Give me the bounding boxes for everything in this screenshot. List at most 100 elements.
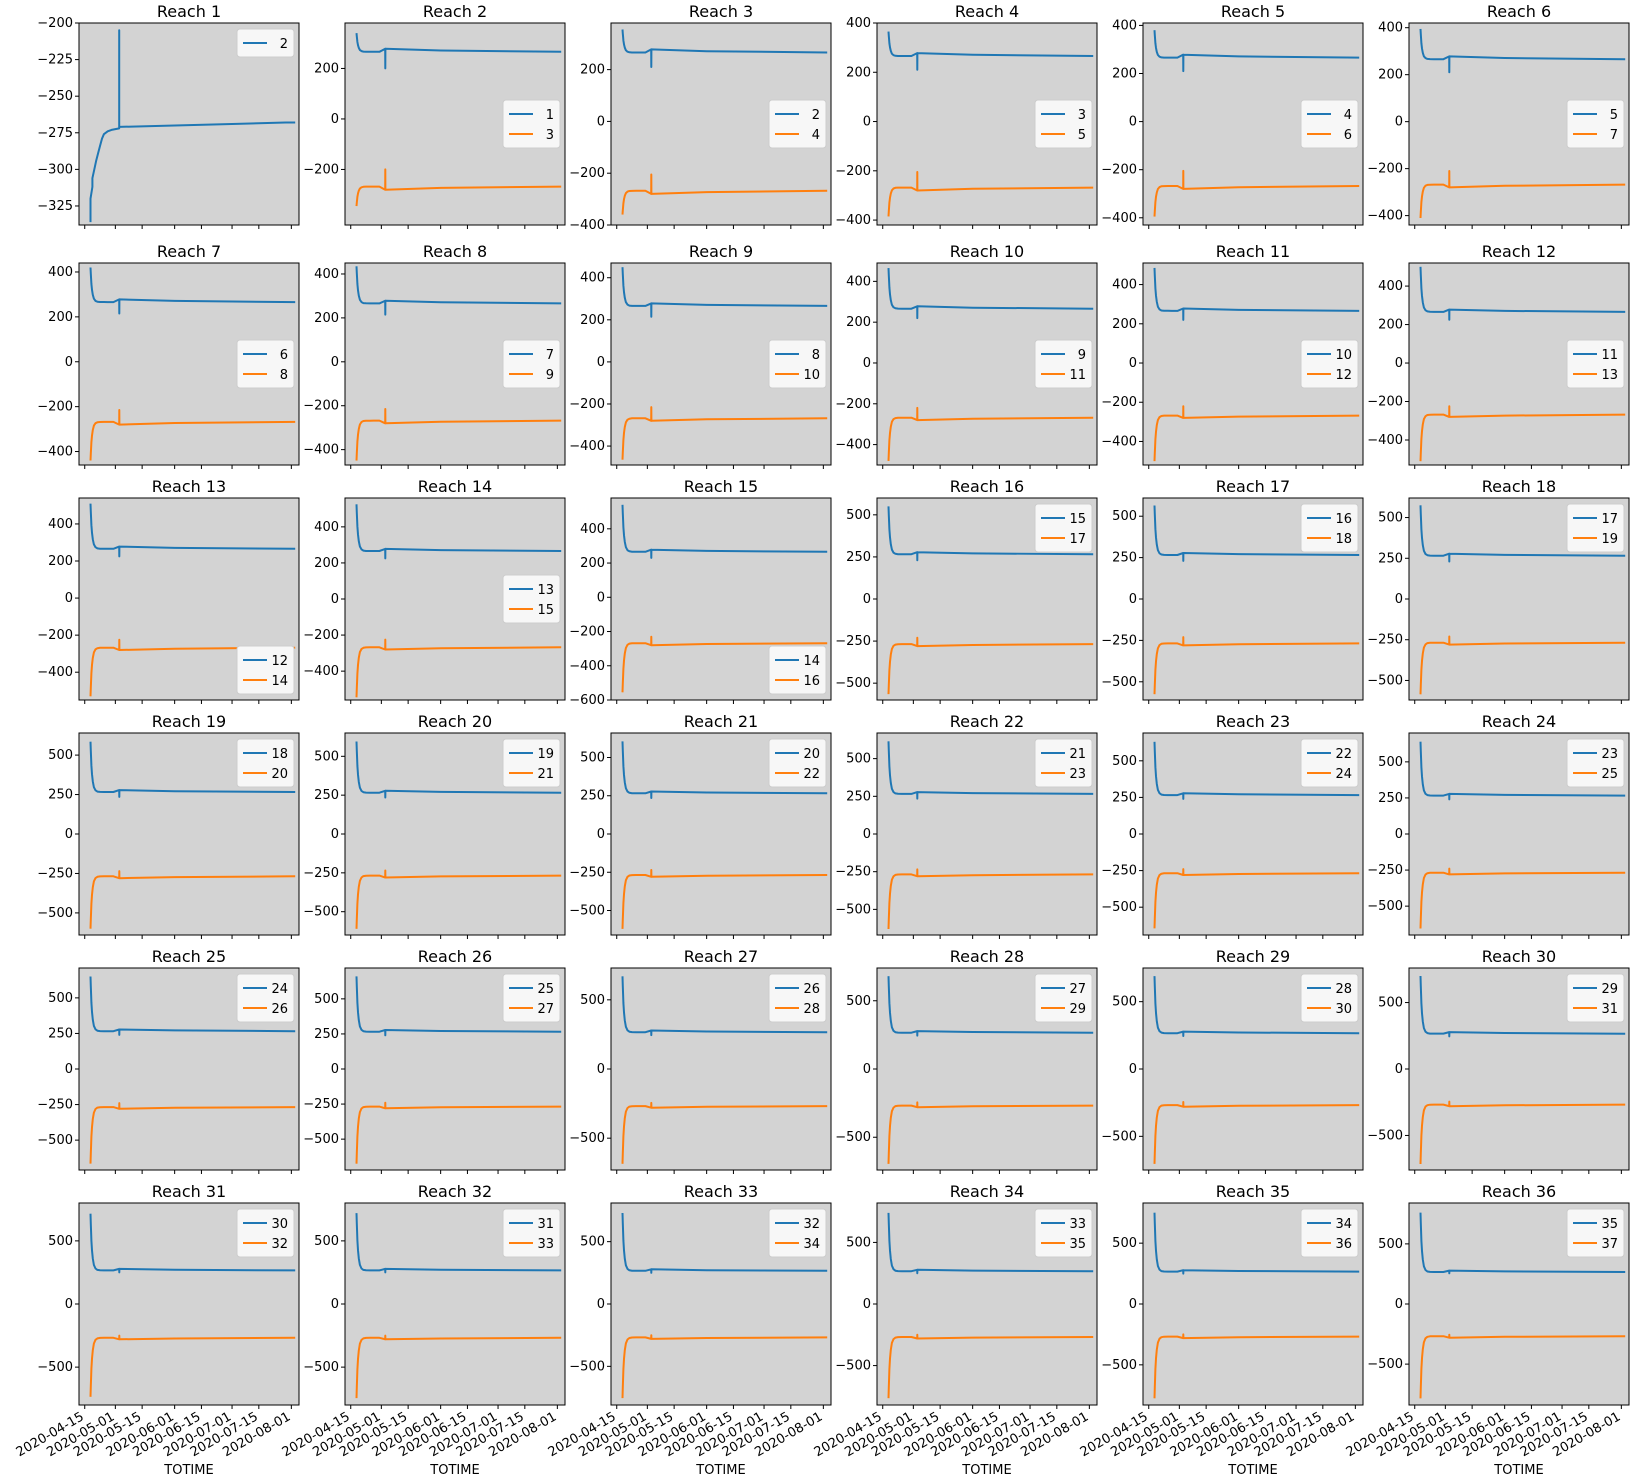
legend-label: 29 <box>1069 1002 1086 1017</box>
y-tick-label: 250 <box>48 1026 73 1041</box>
y-tick-label: 200 <box>314 556 339 571</box>
y-tick-label: 500 <box>846 752 871 767</box>
y-tick-label: −400 <box>1367 209 1403 224</box>
legend: 810 <box>768 339 827 389</box>
y-tick-label: 500 <box>580 750 605 765</box>
y-tick-label: −200 <box>1101 163 1137 178</box>
y-tick-label: 0 <box>1395 1297 1403 1312</box>
subplot-reach-31: Reach 31−500050030322020-04-152020-05-01… <box>14 1182 300 1478</box>
legend: 68 <box>236 339 295 389</box>
legend-frame <box>768 99 827 149</box>
legend-label: 10 <box>803 368 820 383</box>
series-line-21 <box>887 741 1094 800</box>
y-tick-label: −200 <box>835 397 871 412</box>
series-line-13 <box>355 504 562 560</box>
legend-label: 4 <box>812 128 820 143</box>
y-tick-label: −400 <box>835 213 871 228</box>
y-tick-label: −500 <box>1101 900 1137 915</box>
y-tick-label: 0 <box>597 590 605 605</box>
y-tick-label: 250 <box>846 550 871 565</box>
y-tick-label: 200 <box>1378 68 1403 83</box>
subplot-title: Reach 4 <box>955 2 1019 21</box>
series-line-13 <box>1419 405 1626 462</box>
legend-label: 18 <box>271 747 288 762</box>
y-tick-label: 500 <box>1378 511 1403 526</box>
y-tick-label: 500 <box>1112 1236 1137 1251</box>
y-tick-label: 200 <box>48 310 73 325</box>
y-tick-label: 500 <box>1112 995 1137 1010</box>
legend: 57 <box>1566 99 1625 149</box>
y-tick-label: 0 <box>863 356 871 371</box>
subplot-title: Reach 11 <box>1216 242 1290 261</box>
legend-label: 32 <box>271 1237 288 1252</box>
y-tick-label: 400 <box>1112 18 1137 33</box>
subplot-title: Reach 17 <box>1216 477 1290 496</box>
subplot-title: Reach 24 <box>1482 712 1556 731</box>
y-tick-label: −400 <box>1101 434 1137 449</box>
series-line-34 <box>621 1334 828 1399</box>
y-tick-label: 0 <box>1129 592 1137 607</box>
series-line-24 <box>89 976 296 1036</box>
y-tick-label: 200 <box>314 311 339 326</box>
y-tick-label: 500 <box>314 749 339 764</box>
legend-frame <box>768 339 827 389</box>
y-tick-label: −200 <box>569 397 605 412</box>
y-tick-label: 200 <box>314 61 339 76</box>
legend-label: 20 <box>271 767 288 782</box>
y-tick-label: 0 <box>331 827 339 842</box>
y-tick-label: −250 <box>303 866 339 881</box>
y-tick-label: 500 <box>1378 996 1403 1011</box>
y-tick-label: 400 <box>48 265 73 280</box>
legend-frame <box>768 738 827 788</box>
y-tick-label: 0 <box>863 592 871 607</box>
legend-label: 3 <box>546 128 554 143</box>
y-tick-label: −400 <box>569 439 605 454</box>
y-tick-label: −400 <box>1367 433 1403 448</box>
legend-frame <box>236 973 295 1023</box>
y-tick-label: 0 <box>331 592 339 607</box>
legend-frame <box>236 645 295 695</box>
series-line-29 <box>887 1101 1094 1164</box>
legend-label: 9 <box>546 368 554 383</box>
subplot-title: Reach 12 <box>1482 242 1556 261</box>
series-line-17 <box>887 636 1094 695</box>
subplot-title: Reach 21 <box>684 712 758 731</box>
series-line-7 <box>355 266 562 316</box>
y-tick-label: 0 <box>1129 827 1137 842</box>
y-tick-label: 200 <box>1378 318 1403 333</box>
y-tick-label: 250 <box>1112 551 1137 566</box>
x-axis-label: TOTIME <box>1227 1463 1277 1478</box>
legend-label: 27 <box>537 1002 554 1017</box>
legend-label: 3 <box>1078 108 1086 123</box>
y-tick-label: −400 <box>37 445 73 460</box>
y-tick-label: 0 <box>65 1062 73 1077</box>
legend-frame <box>768 1208 827 1258</box>
y-tick-label: 250 <box>48 788 73 803</box>
legend-label: 35 <box>1069 1237 1086 1252</box>
subplot-reach-34: Reach 34−500050033352020-04-152020-05-01… <box>812 1182 1098 1478</box>
legend-label: 32 <box>803 1217 820 1232</box>
x-axis-label: TOTIME <box>961 1463 1011 1478</box>
y-tick-label: −500 <box>303 1132 339 1147</box>
y-tick-label: 0 <box>1395 1062 1403 1077</box>
series-line-22 <box>621 869 828 929</box>
axes-background <box>344 967 566 1171</box>
y-tick-label: −250 <box>1367 863 1403 878</box>
y-tick-label: −275 <box>37 126 73 141</box>
legend-frame <box>502 339 561 389</box>
y-tick-label: 400 <box>846 274 871 289</box>
x-axis-label: TOTIME <box>1493 1463 1543 1478</box>
legend-label: 25 <box>537 982 554 997</box>
y-tick-label: −400 <box>37 665 73 680</box>
series-line-12 <box>89 503 296 558</box>
y-tick-label: 500 <box>48 991 73 1006</box>
legend-label: 7 <box>1610 128 1618 143</box>
